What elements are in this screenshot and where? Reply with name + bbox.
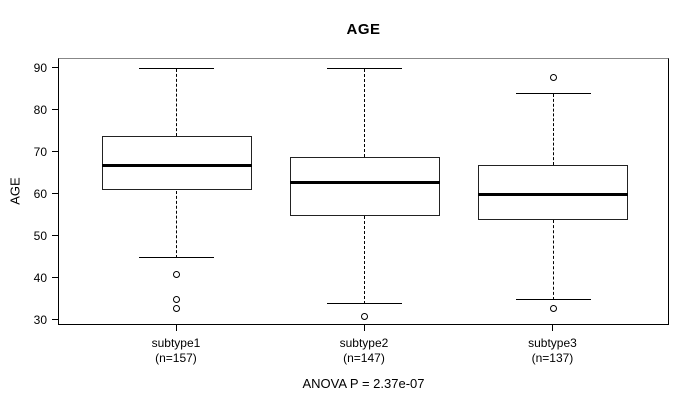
x-tick-label: subtype1 bbox=[151, 336, 201, 350]
y-tick-label: 90 bbox=[33, 60, 47, 75]
y-tick bbox=[52, 109, 58, 111]
y-tick bbox=[52, 151, 58, 153]
y-tick bbox=[52, 319, 58, 321]
whisker-cap-upper bbox=[139, 68, 215, 70]
x-group-label: subtype1 (n=157) bbox=[96, 336, 256, 366]
whisker-line-upper bbox=[364, 68, 366, 157]
x-tick-sublabel: (n=157) bbox=[155, 351, 197, 365]
x-tick-label: subtype3 bbox=[528, 336, 577, 350]
outlier-point bbox=[549, 73, 557, 81]
y-tick-label: 40 bbox=[33, 270, 47, 285]
x-tick bbox=[175, 325, 177, 331]
outlier-point bbox=[173, 296, 181, 304]
x-tick bbox=[552, 325, 554, 331]
iqr-box bbox=[289, 156, 440, 216]
whisker-cap-lower bbox=[139, 257, 215, 259]
x-tick-label: subtype2 bbox=[339, 336, 389, 350]
whisker-cap-lower bbox=[515, 299, 591, 301]
outlier-point bbox=[549, 304, 557, 312]
y-axis-title: AGE bbox=[7, 177, 23, 205]
y-tick-label: 30 bbox=[33, 312, 47, 327]
x-group-label: subtype3 (n=137) bbox=[472, 336, 632, 366]
iqr-box bbox=[101, 135, 252, 191]
whisker-line-lower bbox=[364, 215, 366, 304]
x-group-label: subtype2 (n=147) bbox=[284, 336, 444, 366]
outlier-point bbox=[173, 304, 181, 312]
whisker-line-lower bbox=[552, 219, 554, 300]
chart-title: AGE bbox=[346, 21, 381, 38]
y-tick-label: 70 bbox=[33, 144, 47, 159]
whisker-line-upper bbox=[552, 93, 554, 166]
whisker-cap-upper bbox=[515, 93, 591, 95]
y-tick bbox=[52, 235, 58, 237]
outlier-point bbox=[173, 271, 181, 278]
whisker-cap-lower bbox=[327, 303, 403, 305]
anova-annotation: ANOVA P = 2.37e-07 bbox=[302, 376, 425, 391]
whisker-line-upper bbox=[176, 68, 178, 136]
x-tick-sublabel: (n=147) bbox=[343, 351, 385, 365]
y-tick bbox=[52, 193, 58, 195]
outlier-point bbox=[361, 313, 369, 320]
median-line bbox=[289, 180, 440, 184]
y-tick-label: 80 bbox=[33, 102, 47, 117]
median-line bbox=[478, 193, 629, 197]
plot-area bbox=[58, 58, 669, 325]
iqr-box bbox=[478, 165, 629, 220]
whisker-line-lower bbox=[176, 190, 178, 258]
whisker-cap-upper bbox=[327, 68, 403, 70]
y-tick-label: 60 bbox=[33, 186, 47, 201]
y-tick-label: 50 bbox=[33, 228, 47, 243]
y-tick bbox=[52, 67, 58, 69]
median-line bbox=[101, 163, 252, 167]
x-tick bbox=[363, 325, 365, 331]
y-tick bbox=[52, 277, 58, 279]
x-tick-sublabel: (n=137) bbox=[531, 351, 574, 365]
